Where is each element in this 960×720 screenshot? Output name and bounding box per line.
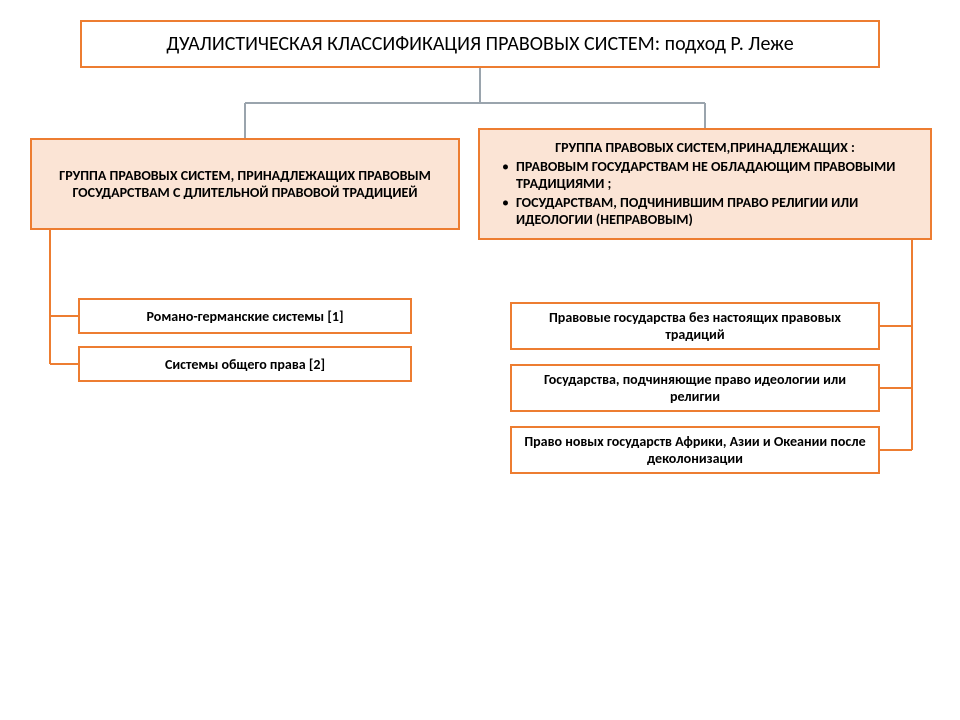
group-right-box: ГРУППА ПРАВОВЫХ СИСТЕМ,ПРИНАДЛЕЖАЩИХ : П…	[478, 128, 932, 240]
group-right-bullet-0: ПРАВОВЫМ ГОСУДАРСТВАМ НЕ ОБЛАДАЮЩИМ ПРАВ…	[516, 158, 895, 192]
group-right-heading: ГРУППА ПРАВОВЫХ СИСТЕМ,ПРИНАДЛЕЖАЩИХ :	[555, 139, 855, 156]
left-item-0-text: Романо-германские системы [1]	[146, 308, 343, 325]
right-item-1: Государства, подчиняющие право идеологии…	[510, 364, 880, 412]
right-item-2-text: Право новых государств Африки, Азии и Ок…	[522, 433, 868, 467]
right-item-0: Правовые государства без настоящих право…	[510, 302, 880, 350]
left-item-1-text: Системы общего права [2]	[165, 356, 325, 373]
left-item-1: Системы общего права [2]	[78, 346, 412, 382]
group-left-heading: ГРУППА ПРАВОВЫХ СИСТЕМ, ПРИНАДЛЕЖАЩИХ ПР…	[42, 167, 448, 201]
group-right-bullet-1: ГОСУДАРСТВАМ, ПОДЧИНИВШИМ ПРАВО РЕЛИГИИ …	[516, 194, 858, 228]
title-text: ДУАЛИСТИЧЕСКАЯ КЛАССИФИКАЦИЯ ПРАВОВЫХ СИ…	[166, 32, 793, 56]
right-item-0-text: Правовые государства без настоящих право…	[522, 309, 868, 343]
group-left-box: ГРУППА ПРАВОВЫХ СИСТЕМ, ПРИНАДЛЕЖАЩИХ ПР…	[30, 138, 460, 230]
group-right-bullets: ПРАВОВЫМ ГОСУДАРСТВАМ НЕ ОБЛАДАЮЩИМ ПРАВ…	[490, 158, 920, 228]
title-box: ДУАЛИСТИЧЕСКАЯ КЛАССИФИКАЦИЯ ПРАВОВЫХ СИ…	[80, 20, 880, 68]
left-item-0: Романо-германские системы [1]	[78, 298, 412, 334]
right-item-2: Право новых государств Африки, Азии и Ок…	[510, 426, 880, 474]
right-item-1-text: Государства, подчиняющие право идеологии…	[522, 371, 868, 405]
